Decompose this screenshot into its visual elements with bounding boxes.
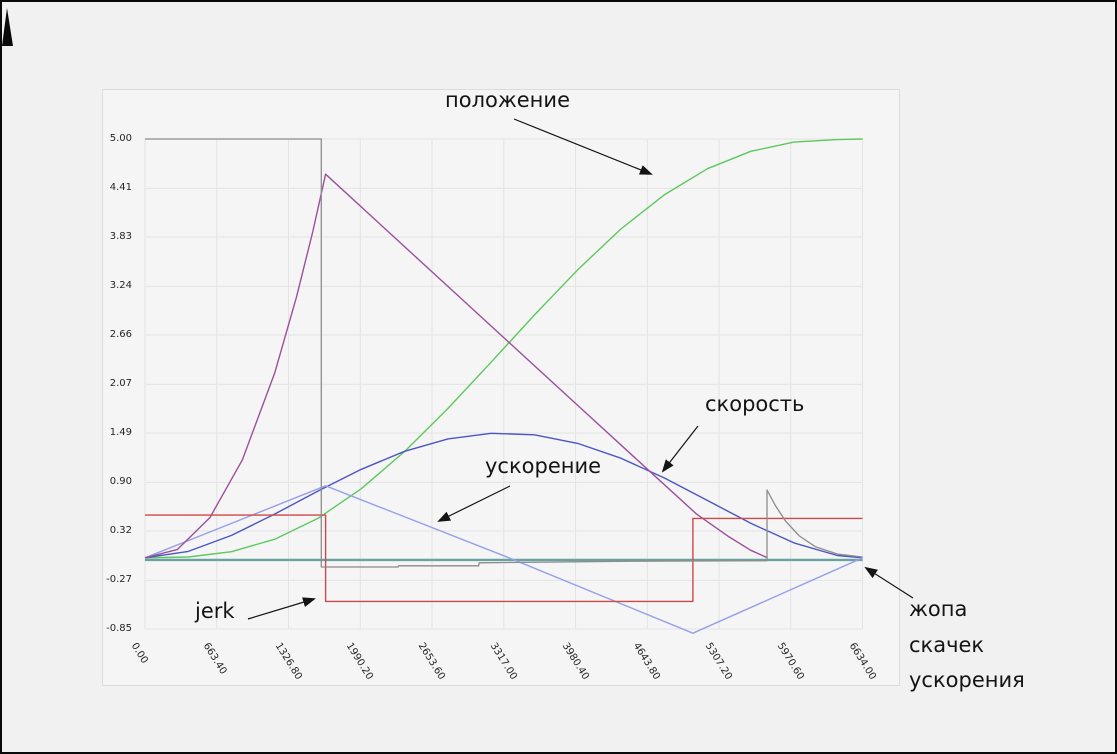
series-jerk-red <box>145 514 863 603</box>
axis-arrow-icon <box>2 8 13 46</box>
annotation-position-arrow <box>513 118 653 175</box>
annotation-acceleration-arrow <box>437 485 511 522</box>
series-purple-unlabeled <box>144 173 768 559</box>
series-position-green <box>144 138 863 559</box>
series-velocity-blue <box>144 432 863 559</box>
annotation-jerk-arrow <box>247 597 316 620</box>
annotation-acceleration-jump-arrow <box>864 566 914 599</box>
series-acceleration-lightblue <box>144 485 863 634</box>
annotation-velocity-arrow <box>661 425 699 473</box>
series-gray-unlabeled <box>145 138 863 568</box>
